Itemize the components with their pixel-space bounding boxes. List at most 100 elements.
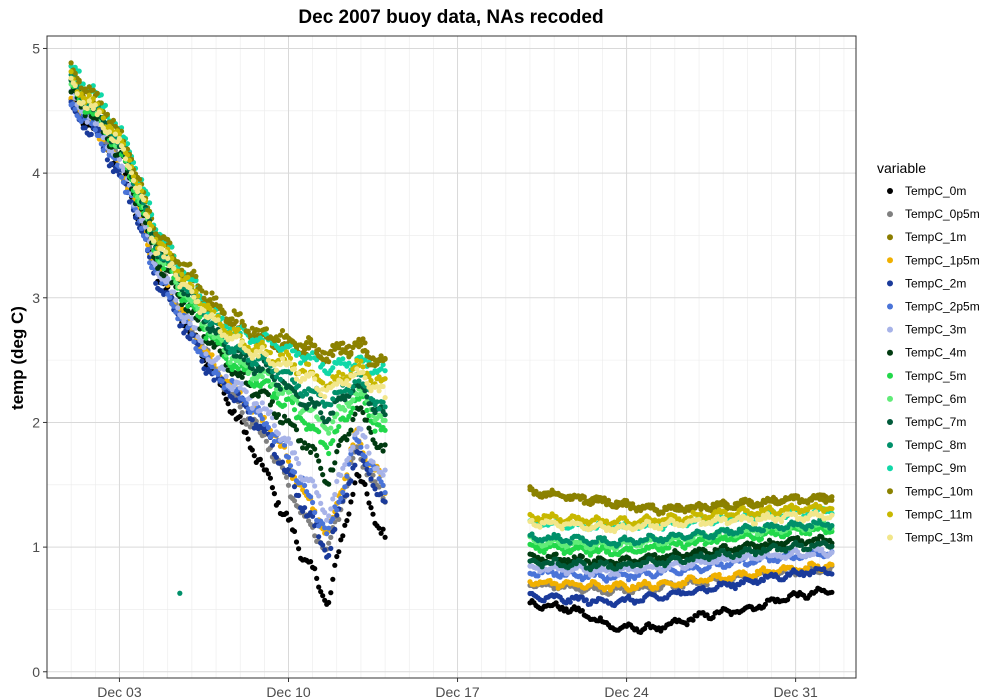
data-point [273,367,279,373]
data-point [291,450,298,456]
data-point [344,350,350,356]
data-point [223,373,229,379]
data-point [356,473,362,479]
data-point [652,552,658,558]
data-point [300,393,306,399]
data-point [247,351,253,357]
data-point [145,214,151,220]
data-point [82,125,88,131]
data-point [310,350,316,356]
data-point [287,463,294,469]
data-point [322,509,328,516]
series-TempC_13m [68,75,835,535]
data-point [225,401,231,407]
data-point [752,521,759,527]
data-point [318,500,324,506]
data-point [225,344,231,350]
data-point [611,503,618,509]
data-point [277,332,283,338]
data-point [376,374,382,380]
data-point [84,119,90,125]
data-point [259,366,265,372]
data-point [320,399,326,405]
data-point [348,427,354,433]
data-point [380,472,386,478]
data-point [302,482,308,489]
data-point [346,511,352,517]
data-point [334,478,340,484]
data-point [139,225,145,232]
data-point [265,471,271,477]
data-point [163,249,169,255]
data-point [265,378,271,384]
data-point [293,427,300,433]
data-point [306,345,312,351]
data-point [68,95,74,101]
data-point [161,266,167,272]
data-point [229,316,235,322]
data-point [253,368,259,374]
data-point [179,314,185,320]
data-point [291,407,298,413]
data-point [535,573,541,579]
data-point [243,421,249,427]
data-point [358,405,364,411]
data-point [209,312,215,318]
data-point [277,386,283,392]
data-point [336,342,342,348]
data-point [302,440,308,446]
data-point [227,359,233,366]
data-point [350,416,356,423]
data-point [593,539,600,545]
data-point [615,572,622,578]
data-point [356,378,362,384]
data-point [306,361,312,367]
data-point [382,427,388,433]
data-point [86,92,92,98]
data-point [316,523,322,529]
data-point [291,340,298,346]
data-point [714,584,720,590]
data-point [106,129,112,135]
data-point [94,90,100,96]
data-point [380,399,386,405]
data-point [549,560,555,566]
data-point [362,347,368,354]
data-point [193,278,199,284]
data-point [348,409,354,416]
data-point [114,168,120,174]
data-point [376,525,382,531]
data-point [772,543,779,549]
data-point [320,542,326,548]
data-point [235,326,241,332]
data-point [249,376,255,382]
data-point [346,455,352,461]
data-point [195,293,201,299]
data-point [143,224,149,230]
data-point [362,375,368,381]
data-point [314,575,320,582]
data-point [265,424,271,431]
data-point [320,521,326,527]
data-point [285,458,292,464]
data-point [829,494,835,500]
data-point [378,353,384,359]
data-point [328,534,334,541]
data-point [249,417,255,423]
data-point [579,553,585,560]
data-point [328,545,334,552]
data-point [589,572,596,578]
data-point [326,599,332,606]
data-point [76,79,82,85]
data-point [279,459,286,465]
data-point [758,550,765,556]
data-point [243,429,249,436]
data-point [88,131,94,137]
data-point [322,525,328,531]
data-point [116,136,122,142]
data-point [789,502,795,508]
data-point [696,516,702,522]
data-point [207,306,213,312]
data-point [68,69,74,75]
data-point [326,513,332,519]
